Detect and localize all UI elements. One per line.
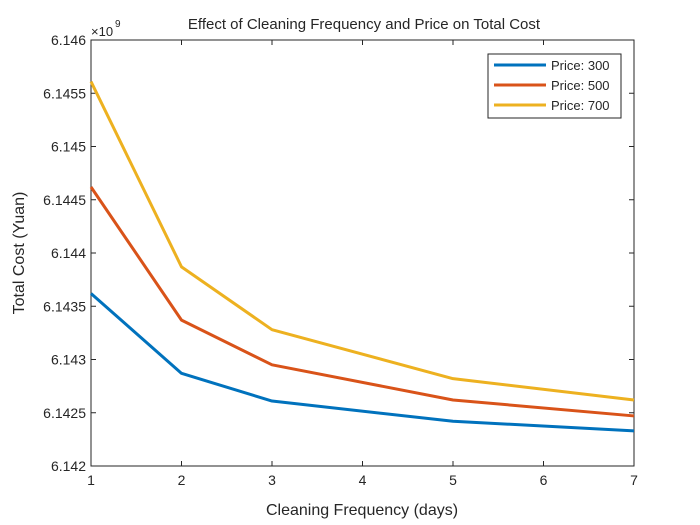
y-tick-label: 6.1425 — [43, 405, 86, 421]
y-tick-label: 6.1435 — [43, 298, 86, 314]
x-axis-label: Cleaning Frequency (days) — [266, 502, 458, 519]
y-tick-label: 6.145 — [51, 139, 86, 155]
series-line — [90, 292, 635, 433]
x-tick-label: 7 — [630, 472, 638, 488]
legend: Price: 300 Price: 500 Price: 700 — [487, 53, 622, 119]
x-tick-label: 3 — [268, 472, 276, 488]
x-tick-label: 4 — [359, 472, 367, 488]
series-lines — [89, 80, 635, 433]
y-exponent-power: 9 — [115, 19, 121, 30]
x-tick-label: 1 — [87, 472, 95, 488]
x-tick-label: 5 — [449, 472, 457, 488]
y-exponent-base: ×10 — [91, 24, 113, 39]
x-axis-ticks: 1 2 3 4 5 6 7 — [87, 40, 638, 488]
y-tick-label: 6.143 — [51, 352, 86, 368]
legend-label: Price: 300 — [551, 58, 610, 73]
y-tick-label: 6.1445 — [43, 192, 86, 208]
x-tick-label: 6 — [540, 472, 548, 488]
y-tick-label: 6.144 — [51, 245, 86, 261]
series-line — [89, 80, 635, 402]
y-axis-ticks: 6.142 6.1425 6.143 6.1435 6.144 6.1445 6.145 6.… — [43, 32, 634, 474]
series-line — [89, 186, 635, 418]
chart-title: Effect of Cleaning Frequency and Price o… — [188, 16, 541, 33]
y-axis-exponent: ×10 9 — [91, 19, 121, 39]
y-tick-label: 6.1455 — [43, 85, 86, 101]
y-tick-label: 6.146 — [51, 32, 86, 48]
legend-label: Price: 500 — [551, 78, 610, 93]
y-axis-label: Total Cost (Yuan) — [11, 192, 28, 315]
x-tick-label: 2 — [178, 472, 186, 488]
legend-label: Price: 700 — [551, 98, 610, 113]
y-tick-label: 6.142 — [51, 458, 86, 474]
